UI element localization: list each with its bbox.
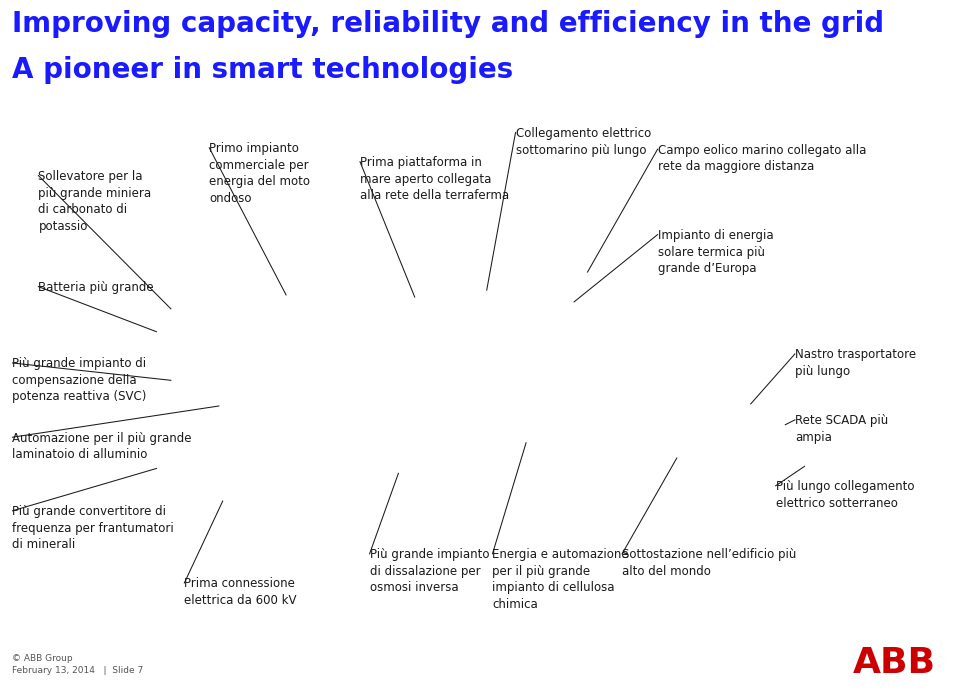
Text: Energia e automazione
per il più grande
impianto di cellulosa
chimica: Energia e automazione per il più grande … <box>492 548 629 611</box>
Text: Impianto di energia
solare termica più
grande d’Europa: Impianto di energia solare termica più g… <box>658 229 773 275</box>
Text: A pioneer in smart technologies: A pioneer in smart technologies <box>12 56 514 83</box>
Text: Nastro trasportatore
più lungo: Nastro trasportatore più lungo <box>795 348 916 378</box>
Text: Più lungo collegamento
elettrico sotterraneo: Più lungo collegamento elettrico sotterr… <box>776 480 914 510</box>
Text: Più grande convertitore di
frequenza per frantumatori
di minerali: Più grande convertitore di frequenza per… <box>12 505 174 551</box>
Text: Più grande impianto
di dissalazione per
osmosi inversa: Più grande impianto di dissalazione per … <box>370 548 489 594</box>
Text: Sottostazione nell’edificio più
alto del mondo: Sottostazione nell’edificio più alto del… <box>622 548 797 578</box>
Text: Batteria più grande: Batteria più grande <box>38 281 154 294</box>
Text: Sollevatore per la
più grande miniera
di carbonato di
potassio: Sollevatore per la più grande miniera di… <box>38 170 152 232</box>
Text: Campo eolico marino collegato alla
rete da maggiore distanza: Campo eolico marino collegato alla rete … <box>658 144 866 174</box>
Text: Primo impianto
commerciale per
energia del moto
ondoso: Primo impianto commerciale per energia d… <box>209 142 310 205</box>
Text: Automazione per il più grande
laminatoio di alluminio: Automazione per il più grande laminatoio… <box>12 432 192 462</box>
Text: Prima connessione
elettrica da 600 kV: Prima connessione elettrica da 600 kV <box>184 577 297 607</box>
Text: Più grande impianto di
compensazione della
potenza reattiva (SVC): Più grande impianto di compensazione del… <box>12 357 147 403</box>
Text: Improving capacity, reliability and efficiency in the grid: Improving capacity, reliability and effi… <box>12 10 884 38</box>
Text: Collegamento elettrico
sottomarino più lungo: Collegamento elettrico sottomarino più l… <box>516 127 651 157</box>
Text: Prima piattaforma in
mare aperto collegata
alla rete della terraferma: Prima piattaforma in mare aperto collega… <box>360 156 509 202</box>
Text: Rete SCADA più
ampia: Rete SCADA più ampia <box>795 414 888 444</box>
Text: ABB: ABB <box>853 646 936 680</box>
Text: © ABB Group
February 13, 2014   |  Slide 7: © ABB Group February 13, 2014 | Slide 7 <box>12 654 144 675</box>
